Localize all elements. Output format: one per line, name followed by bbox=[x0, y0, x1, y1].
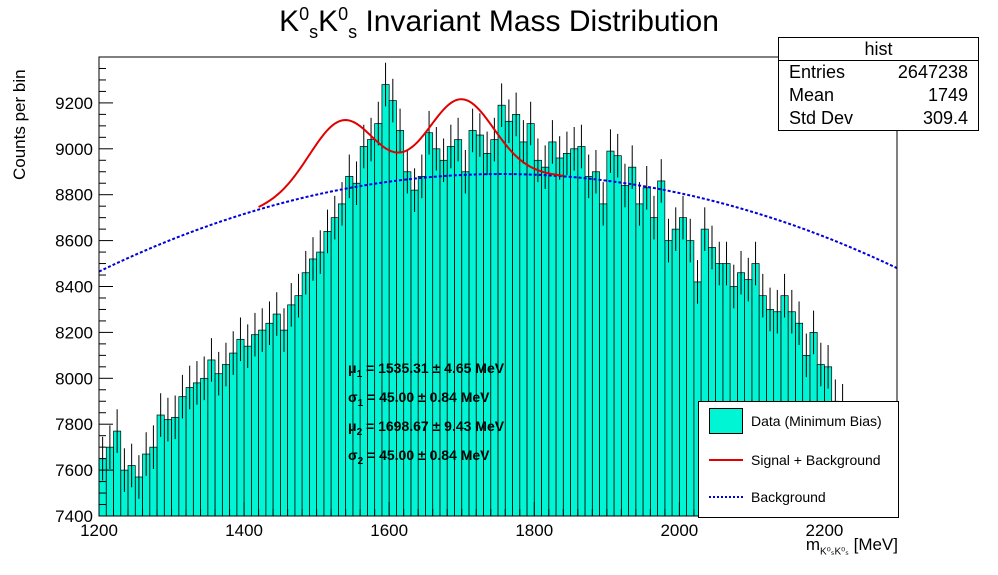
signal-fit-curve bbox=[258, 98, 564, 208]
stats-box: hist Entries 2647238 Mean 1749 Std Dev 309.… bbox=[778, 37, 979, 131]
legend-item-data: Data (Minimum Bias) bbox=[709, 408, 882, 434]
x-tick-label: 1200 bbox=[80, 521, 118, 540]
y-tick-label: 8800 bbox=[55, 186, 93, 205]
y-tick-label: 8400 bbox=[55, 278, 93, 297]
y-tick-label: 9000 bbox=[55, 140, 93, 159]
y-tick-label: 8200 bbox=[55, 323, 93, 342]
stats-row-mean: Mean 1749 bbox=[789, 85, 968, 105]
annotation-sigma2: σ2 = 45.00 ± 0.84 MeV bbox=[348, 447, 490, 467]
x-tick-label: 2000 bbox=[660, 521, 698, 540]
legend-swatch-data bbox=[709, 408, 743, 434]
legend: Data (Minimum Bias) Signal + Background … bbox=[698, 401, 899, 518]
histogram-fill bbox=[99, 84, 861, 516]
legend-line-signal bbox=[709, 459, 743, 461]
y-tick-label: 8600 bbox=[55, 232, 93, 251]
stats-row-entries: Entries 2647238 bbox=[789, 62, 968, 82]
plot-area: 1200 1400 1600 1800 2000 2200 7400 7600 7800 8000… bbox=[55, 56, 898, 540]
y-tick-label: 8000 bbox=[55, 369, 93, 388]
x-tick-label: 1400 bbox=[225, 521, 263, 540]
y-tick-label: 9200 bbox=[55, 94, 93, 113]
legend-line-background bbox=[709, 496, 743, 498]
annotation-mu1: μ1 = 1535.31 ± 4.65 MeV bbox=[348, 360, 505, 380]
chart-title: K0sK0s Invariant Mass Distribution bbox=[279, 4, 719, 42]
x-tick-label: 1600 bbox=[370, 521, 408, 540]
annotation-sigma1: σ1 = 45.00 ± 0.84 MeV bbox=[348, 389, 490, 409]
stats-row-stddev: Std Dev 309.4 bbox=[789, 108, 968, 128]
stats-header: hist bbox=[779, 38, 978, 61]
x-axis-label: mK⁰ₛK⁰ₛ [MeV] bbox=[805, 535, 898, 558]
legend-item-signal: Signal + Background bbox=[709, 452, 881, 468]
y-tick-label: 7400 bbox=[55, 507, 93, 526]
y-tick-label: 7800 bbox=[55, 415, 93, 434]
x-tick-label: 2200 bbox=[806, 521, 844, 540]
x-tick-label: 1800 bbox=[515, 521, 553, 540]
legend-item-background: Background bbox=[709, 489, 826, 505]
annotation-mu2: μ2 = 1698.67 ± 9.43 MeV bbox=[348, 418, 505, 438]
y-tick-label: 7600 bbox=[55, 461, 93, 480]
